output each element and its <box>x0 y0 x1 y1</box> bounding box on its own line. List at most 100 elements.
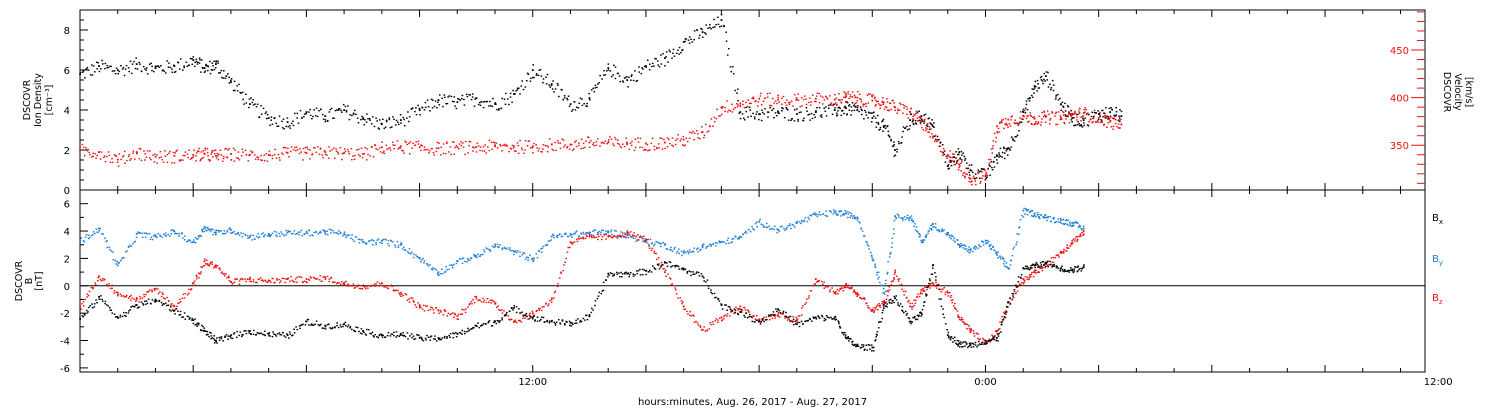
by-series-point <box>813 213 816 215</box>
bx-series-point <box>613 274 615 277</box>
velocity-series-point <box>1041 111 1043 114</box>
by-series-point <box>390 240 393 242</box>
bx-series-point <box>170 306 172 308</box>
density-series-point <box>874 117 877 119</box>
velocity-series-point <box>981 177 983 180</box>
velocity-series-point <box>653 145 656 148</box>
bz-series-point <box>209 263 211 265</box>
velocity-series-point <box>554 141 556 144</box>
density-series-point <box>824 110 827 112</box>
density-series-point <box>957 148 960 150</box>
bz-series-point <box>171 303 173 305</box>
by-series-point <box>588 231 591 234</box>
by-series-point <box>866 244 869 246</box>
bz-series-point <box>746 309 749 311</box>
velocity-series-point <box>903 105 906 107</box>
density-series-point <box>902 126 905 128</box>
bz-series-point <box>250 280 252 283</box>
bz-series-point <box>400 295 402 297</box>
velocity-axis-label-line: DSCOVR <box>1441 72 1452 113</box>
by-series-point <box>892 228 895 230</box>
velocity-series-point <box>556 140 559 142</box>
bz-series-point <box>958 316 961 319</box>
bz-series-point <box>249 276 251 279</box>
bz-series-point <box>911 308 913 310</box>
by-series-point <box>1047 216 1049 219</box>
by-series-point <box>931 223 934 226</box>
density-series-point <box>805 107 808 109</box>
velocity-series-point <box>445 141 448 143</box>
bz-series-point <box>138 301 140 303</box>
velocity-series-point <box>423 149 426 151</box>
bz-series-point <box>943 287 945 289</box>
bx-series-point <box>533 315 535 317</box>
velocity-series-point <box>1074 112 1077 114</box>
velocity-series-point <box>295 146 298 148</box>
velocity-series-point <box>697 137 699 139</box>
density-series-point <box>1087 125 1090 127</box>
velocity-series-point <box>618 143 621 145</box>
by-series-point <box>133 241 136 243</box>
bz-series-point <box>1021 281 1023 284</box>
by-series-point <box>1067 219 1069 221</box>
velocity-series-point <box>713 116 716 119</box>
velocity-series-point <box>1018 122 1021 125</box>
velocity-series-point <box>874 105 877 107</box>
bx-series-point <box>553 321 556 323</box>
density-series-point <box>505 92 507 95</box>
velocity-series-point <box>559 142 561 144</box>
density-series-point <box>357 122 360 124</box>
density-series-point <box>777 110 779 112</box>
bz-series-point <box>969 330 972 332</box>
velocity-series-point <box>550 143 553 146</box>
density-series-point <box>183 65 185 67</box>
density-series-point <box>693 39 695 41</box>
bz-series-point <box>1057 254 1060 256</box>
density-series-point <box>923 122 925 124</box>
bx-series-point <box>575 322 578 324</box>
bz-series-point <box>351 285 353 287</box>
density-series-point <box>113 70 116 72</box>
bx-series-point <box>334 326 336 328</box>
velocity-series-point <box>290 146 293 148</box>
by-series-point <box>602 229 605 232</box>
bz-series-point <box>893 273 896 275</box>
density-series-point <box>95 61 98 63</box>
by-series-point <box>453 263 455 266</box>
bz-series-point <box>569 246 571 249</box>
velocity-series-point <box>604 140 607 142</box>
velocity-series-point <box>1077 113 1080 116</box>
bx-series-point <box>349 327 351 329</box>
by-series-point <box>906 214 909 217</box>
density-series-point <box>215 63 217 65</box>
density-series-point <box>215 61 217 63</box>
by-series-point <box>731 238 733 240</box>
velocity-series-point <box>668 138 670 141</box>
velocity-series-point <box>279 159 281 161</box>
velocity-series-point <box>907 117 909 119</box>
velocity-series-point <box>586 136 589 138</box>
velocity-series-point <box>347 151 350 153</box>
density-series-point <box>221 76 223 79</box>
by-series-point <box>874 265 876 267</box>
by-series-point <box>856 216 859 219</box>
bz-series-point <box>860 298 863 300</box>
by-series-point <box>803 219 805 222</box>
bz-series-point <box>308 279 311 281</box>
velocity-series-point <box>1036 123 1039 125</box>
density-series-point <box>473 105 476 107</box>
by-series-point <box>1078 224 1081 226</box>
by-series-point <box>162 233 165 235</box>
velocity-series-point <box>974 180 976 182</box>
by-series-point <box>1071 222 1074 224</box>
by-series-point <box>1030 215 1033 217</box>
density-series-point <box>970 164 973 166</box>
velocity-series-point <box>1051 112 1054 114</box>
by-series-point <box>415 254 417 256</box>
by-series-point <box>760 223 763 225</box>
bz-series-point <box>853 289 855 291</box>
bz-series-point <box>395 289 397 291</box>
bz-series-point <box>1036 271 1039 274</box>
bz-series-point <box>1072 238 1075 240</box>
bz-series-point <box>178 302 181 304</box>
